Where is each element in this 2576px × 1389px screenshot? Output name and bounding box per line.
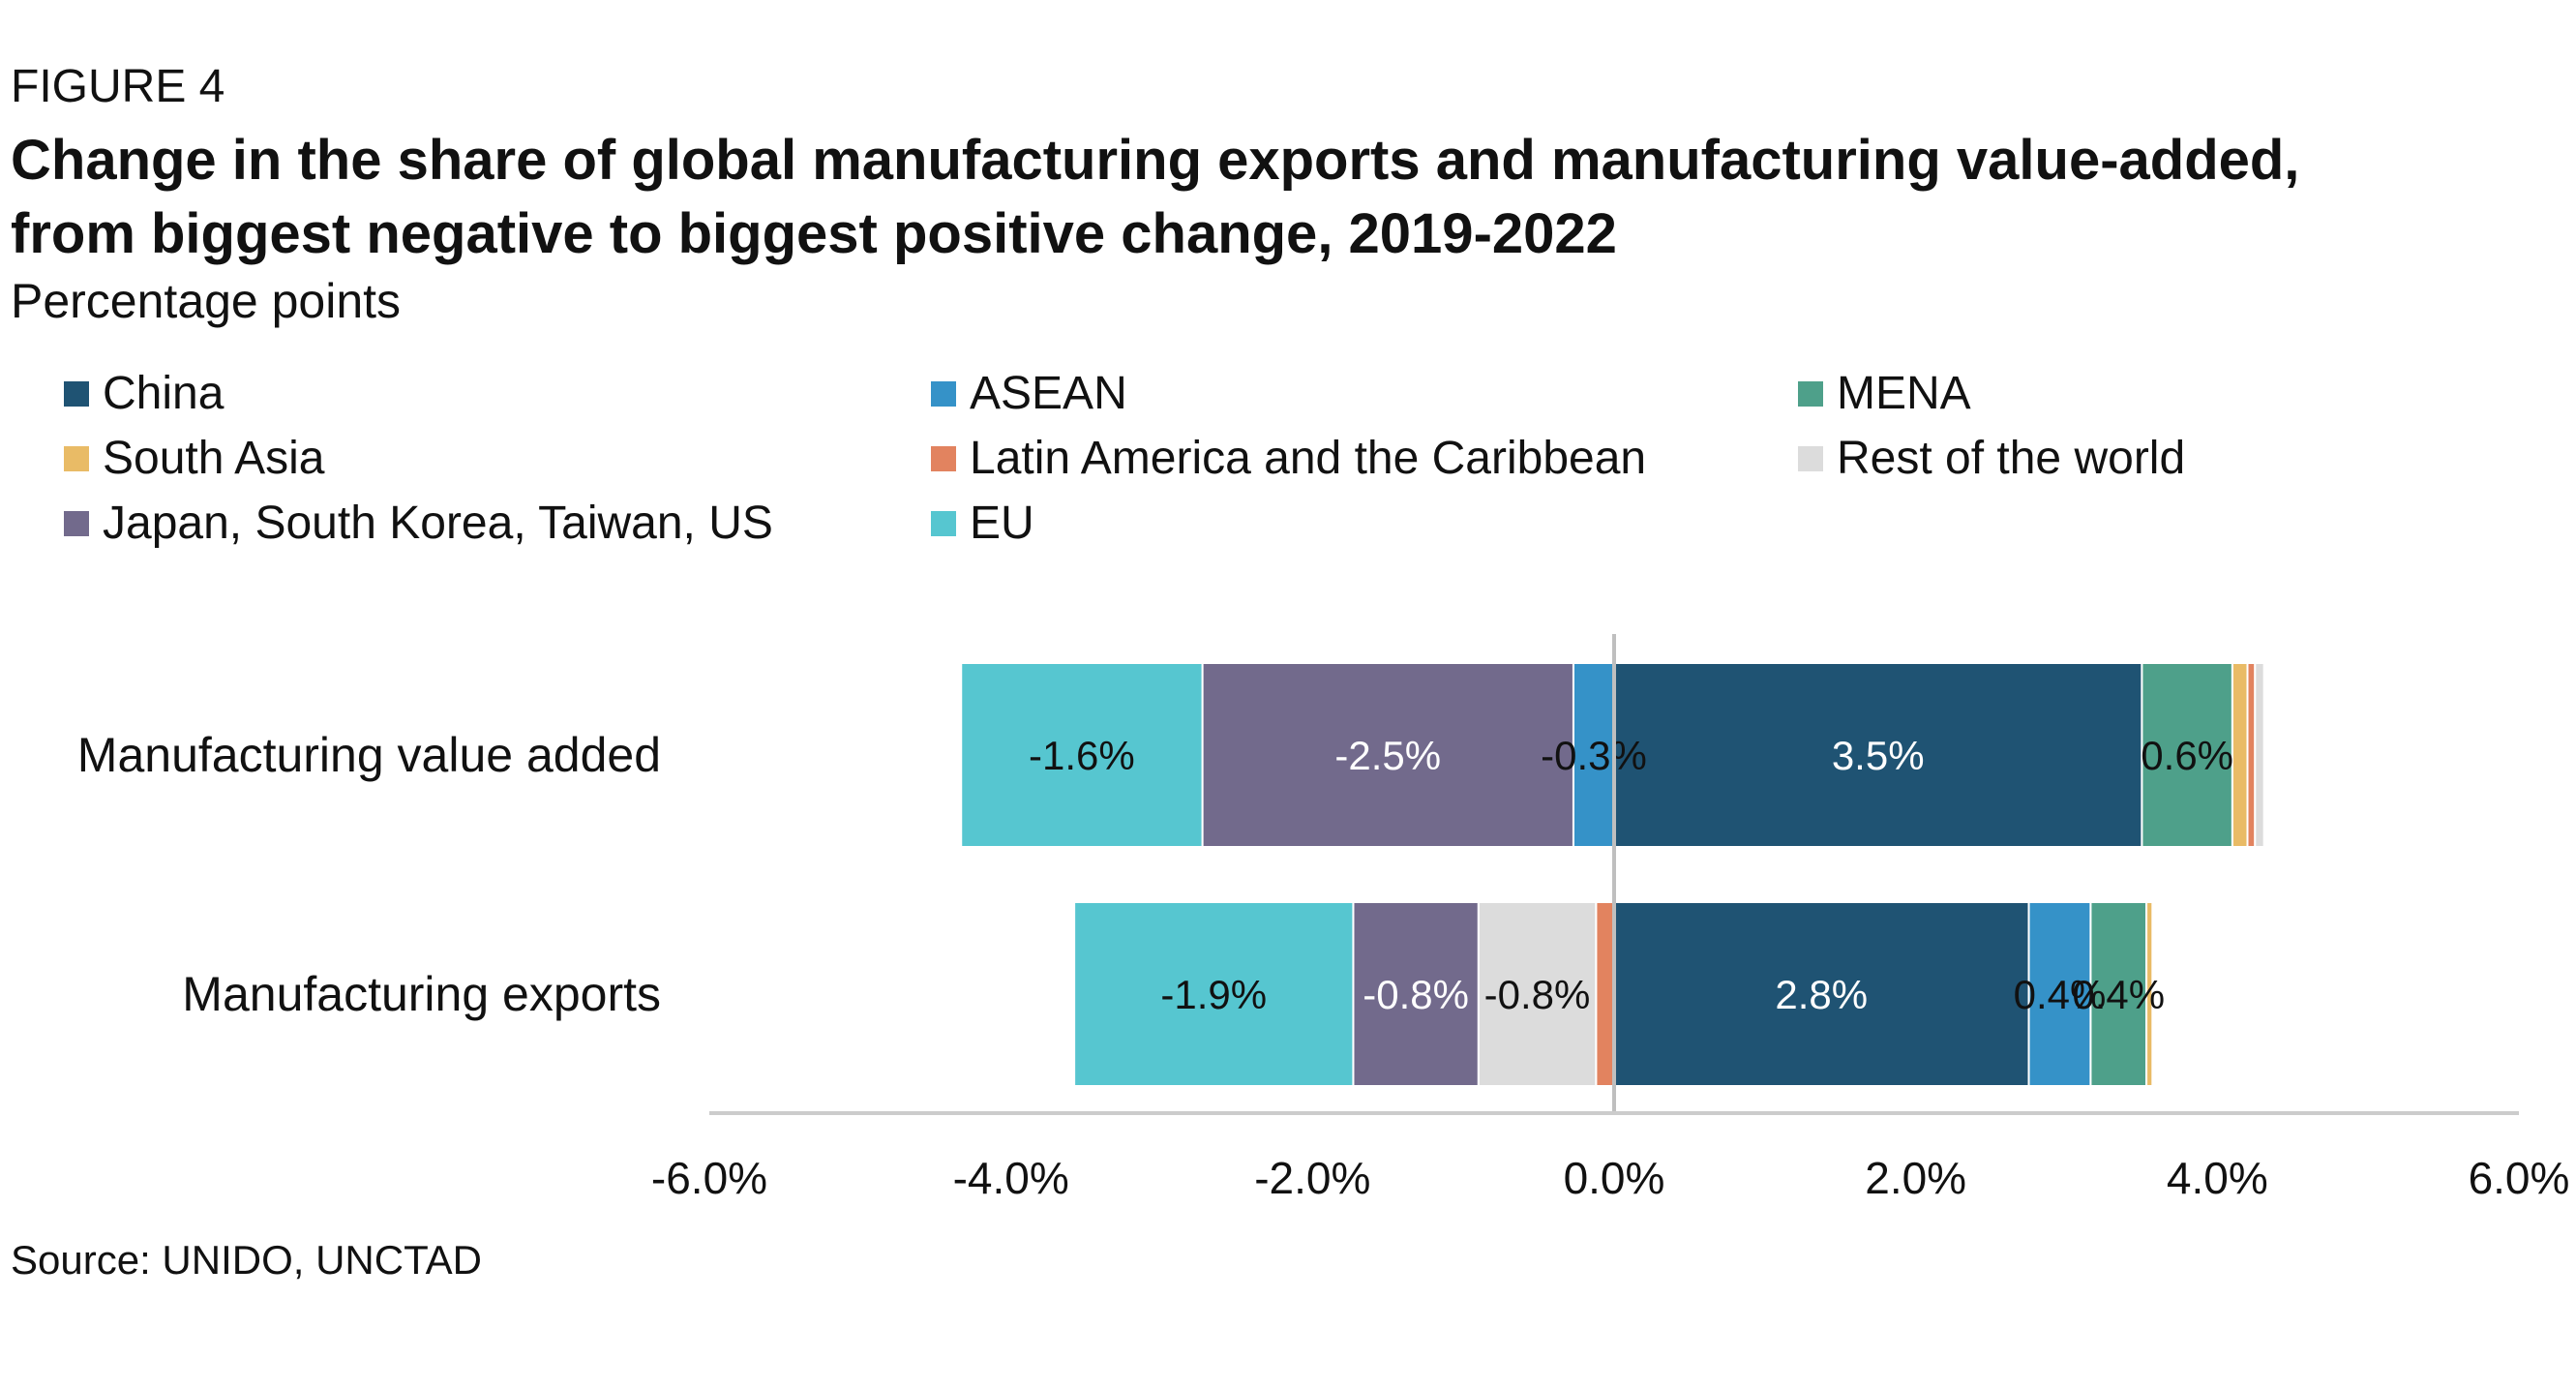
- bar-segment-manufacturing-exports-eu: [1073, 901, 1355, 1087]
- legend-label-rest-of-world: Rest of the world: [1837, 433, 2186, 484]
- legend-label-japan-korea-taiwan-us: Japan, South Korea, Taiwan, US: [103, 498, 773, 549]
- legend-swatch-eu: [931, 510, 956, 536]
- bar-segment-manufacturing-exports-south-asia: [2145, 901, 2154, 1087]
- legend-label-china: China: [103, 368, 225, 419]
- legend-swatch-japan-korea-taiwan-us: [64, 510, 89, 536]
- data-label-manufacturing-value-added-china: 3.5%: [1832, 733, 1925, 778]
- bar-segment-manufacturing-exports-asean: [2027, 901, 2092, 1087]
- legend-item-latin-america: Latin America and the Caribbean: [931, 432, 1646, 485]
- legend-swatch-south-asia: [64, 445, 89, 471]
- bar-segment-manufacturing-value-added-mena: [2141, 662, 2233, 848]
- data-label-manufacturing-exports-asean: 0.4%: [2014, 972, 2107, 1017]
- data-label-manufacturing-value-added-japan-south-korea-taiwan-us: -2.5%: [1334, 733, 1441, 778]
- figure-label: FIGURE 4: [11, 61, 225, 112]
- legend-swatch-rest-of-world: [1798, 445, 1823, 471]
- x-tick-label-0: -6.0%: [651, 1153, 767, 1203]
- legend-swatch-mena: [1798, 380, 1823, 407]
- bar-segment-manufacturing-exports-japan-south-korea-taiwan-us: [1352, 901, 1480, 1087]
- legend-label-mena: MENA: [1837, 368, 1971, 419]
- bar-segment-manufacturing-exports-latin-america-and-the-caribbean: [1595, 901, 1616, 1087]
- data-label-manufacturing-value-added-eu: -1.6%: [1029, 733, 1135, 778]
- category-label-manufacturing-value-added: Manufacturing value added: [77, 728, 661, 782]
- chart-subtitle: Percentage points: [11, 274, 402, 328]
- x-tick-label-4: 2.0%: [1865, 1153, 1966, 1203]
- data-label-manufacturing-value-added-mena: 0.6%: [2141, 733, 2233, 778]
- legend-swatch-asean: [931, 380, 956, 407]
- legend-label-eu: EU: [970, 498, 1034, 549]
- x-tick-label-6: 6.0%: [2469, 1153, 2570, 1203]
- bar-segment-manufacturing-value-added-japan-south-korea-taiwan-us: [1201, 662, 1574, 848]
- chart-title: Change in the share of global manufactur…: [11, 124, 2299, 271]
- bar-segment-manufacturing-exports-rest-of-the-world: [1477, 901, 1598, 1087]
- stacked-bar-chart: -0.3% -2.5% -1.6% 3.5% 0.6% Manufacturing val…: [77, 634, 2570, 1203]
- legend-label-latin-america: Latin America and the Caribbean: [970, 433, 1647, 484]
- x-tick-label-5: 4.0%: [2167, 1153, 2268, 1203]
- chart-title-line-1: Change in the share of global manufactur…: [11, 129, 2300, 192]
- data-label-manufacturing-exports-mena: 0.4%: [2072, 972, 2165, 1017]
- source-note: Source: UNIDO, UNCTAD: [11, 1237, 482, 1283]
- bar-segment-manufacturing-value-added-china: [1613, 662, 2143, 848]
- legend-item-china: China: [64, 367, 224, 420]
- bar-segment-manufacturing-exports-mena: [2089, 901, 2148, 1087]
- category-label-manufacturing-exports: Manufacturing exports: [182, 967, 661, 1021]
- x-tick-label-3: 0.0%: [1564, 1153, 1665, 1203]
- legend-swatch-latin-america: [931, 445, 956, 471]
- bar-segment-manufacturing-value-added-eu: [960, 662, 1204, 848]
- legend-item-asean: ASEAN: [931, 367, 1127, 420]
- x-tick-label-1: -4.0%: [953, 1153, 1069, 1203]
- data-label-manufacturing-exports-japan-south-korea-taiwan-us: -0.8%: [1363, 972, 1469, 1017]
- bar-segment-manufacturing-value-added-south-asia: [2231, 662, 2249, 848]
- bar-segment-manufacturing-value-added-rest-of-the-world: [2254, 662, 2265, 848]
- data-label-manufacturing-exports-china: 2.8%: [1775, 972, 1868, 1017]
- legend-item-south-asia: South Asia: [64, 432, 325, 485]
- data-label-manufacturing-exports-rest-of-the-world: -0.8%: [1484, 972, 1591, 1017]
- data-label-manufacturing-value-added-asean: -0.3%: [1541, 733, 1647, 778]
- legend-item-rest-of-world: Rest of the world: [1798, 432, 2185, 485]
- data-label-manufacturing-exports-eu: -1.9%: [1160, 972, 1267, 1017]
- bar-segment-manufacturing-value-added-latin-america-and-the-caribbean: [2246, 662, 2257, 848]
- bar-segment-manufacturing-exports-china: [1613, 901, 2030, 1087]
- legend-label-south-asia: South Asia: [103, 433, 325, 484]
- legend-item-mena: MENA: [1798, 367, 1971, 420]
- legend-item-japan-korea-taiwan-us: Japan, South Korea, Taiwan, US: [64, 497, 773, 550]
- x-tick-label-2: -2.0%: [1254, 1153, 1370, 1203]
- legend-swatch-china: [64, 380, 89, 407]
- legend-label-asean: ASEAN: [970, 368, 1127, 419]
- legend-item-eu: EU: [931, 497, 1034, 550]
- chart-title-line-2: from biggest negative to biggest positiv…: [11, 202, 1617, 265]
